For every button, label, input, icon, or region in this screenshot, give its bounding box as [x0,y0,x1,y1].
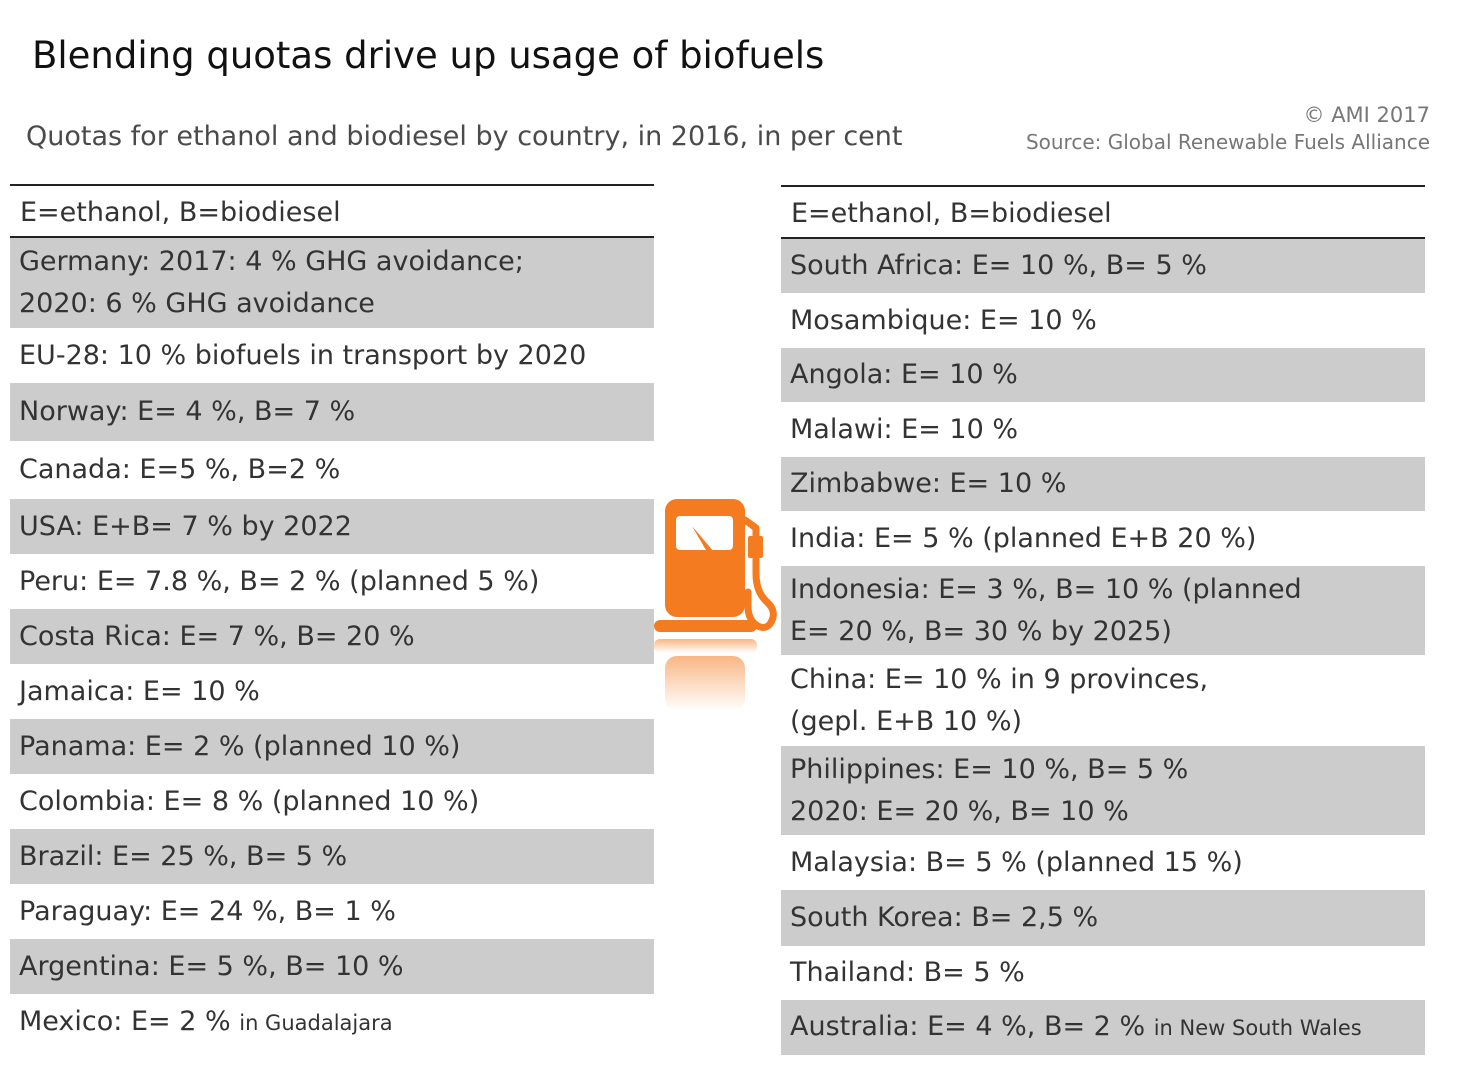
table-row: India: E= 5 % (planned E+B 20 %) [781,511,1425,566]
row-text: Angola: E= 10 % [790,359,1018,390]
credit-block: © AMI 2017 Source: Global Renewable Fuel… [1026,102,1430,156]
table-row: Peru: E= 7.8 %, B= 2 % (planned 5 %) [10,554,654,609]
row-text: China: E= 10 % in 9 provinces, [790,663,1209,695]
row-text: E= 20 %, B= 30 % by 2025) [790,615,1172,647]
row-main-text: Australia: E= 4 %, B= 2 % [790,1011,1146,1042]
table-row: Angola: E= 10 % [781,348,1425,402]
table-row: Mosambique: E= 10 % [781,293,1425,348]
table-row: Colombia: E= 8 % (planned 10 %) [10,774,654,829]
row-text: Argentina: E= 5 %, B= 10 % [19,950,404,982]
table-row: China: E= 10 % in 9 provinces, (gepl. E+B… [781,655,1425,746]
row-text: Germany: 2017: 4 % GHG avoidance; [19,246,524,277]
row-text: Jamaica: E= 10 % [19,675,260,707]
row-text: Zimbabwe: E= 10 % [790,468,1067,499]
table-row: Norway: E= 4 %, B= 7 % [10,383,654,441]
row-text: South Africa: E= 10 %, B= 5 % [790,250,1207,281]
left-rows: Germany: 2017: 4 % GHG avoidance; 2020: 6… [10,238,654,1051]
row-text: Costa Rica: E= 7 %, B= 20 % [19,620,415,652]
table-row: Jamaica: E= 10 % [10,664,654,719]
table-row: Indonesia: E= 3 %, B= 10 % (planned E= 20… [781,566,1425,655]
top-rule [10,184,654,186]
table-row: South Africa: E= 10 %, B= 5 % [781,239,1425,293]
row-text: Australia: E= 4 %, B= 2 % in New South W… [790,1006,1425,1049]
row-text: Malawi: E= 10 % [790,413,1019,445]
row-text: Colombia: E= 8 % (planned 10 %) [19,785,480,817]
table-row: Argentina: E= 5 %, B= 10 % [10,939,654,994]
right-quota-table: E=ethanol, B=biodiesel South Africa: E= … [781,185,1425,1055]
row-text: EU-28: 10 % biofuels in transport by 202… [19,339,587,371]
page-subtitle: Quotas for ethanol and biodiesel by coun… [26,121,903,152]
row-text: India: E= 5 % (planned E+B 20 %) [790,522,1257,554]
source-text: Source: Global Renewable Fuels Alliance [1025,130,1430,154]
row-text: Norway: E= 4 %, B= 7 % [19,396,356,427]
fuel-pump-icon [654,499,777,711]
copyright-text: © AMI 2017 [1303,103,1430,127]
row-text: Brazil: E= 25 %, B= 5 % [19,840,348,872]
table-row: Malawi: E= 10 % [781,402,1425,457]
row-note: in New South Wales [1153,1016,1362,1040]
legend-header: E=ethanol, B=biodiesel [781,187,1425,239]
table-row: Zimbabwe: E= 10 % [781,457,1425,511]
table-row: Australia: E= 4 %, B= 2 % in New South W… [781,1000,1425,1055]
row-text: Canada: E=5 %, B=2 % [19,454,341,485]
table-row: Mexico: E= 2 % in Guadalajara [10,994,654,1051]
row-text: Paraguay: E= 24 %, B= 1 % [19,895,396,927]
row-text: 2020: 6 % GHG avoidance [19,288,375,319]
row-text: Mosambique: E= 10 % [790,304,1097,336]
table-row: Malaysia: B= 5 % (planned 15 %) [781,835,1425,890]
table-row: EU-28: 10 % biofuels in transport by 202… [10,328,654,383]
left-quota-table: E=ethanol, B=biodiesel Germany: 2017: 4 … [10,184,654,1051]
top-rule [781,185,1425,187]
table-row: Canada: E=5 %, B=2 % [10,441,654,499]
table-row: Brazil: E= 25 %, B= 5 % [10,829,654,884]
row-text: (gepl. E+B 10 %) [790,705,1023,737]
row-text: South Korea: B= 2,5 % [790,902,1099,933]
row-text: 2020: E= 20 %, B= 10 % [790,795,1129,827]
table-row: Paraguay: E= 24 %, B= 1 % [10,884,654,939]
row-text: Thailand: B= 5 % [790,957,1025,988]
row-text: Panama: E= 2 % (planned 10 %) [19,730,461,762]
row-text: Mexico: E= 2 % in Guadalajara [19,1001,654,1044]
right-rows: South Africa: E= 10 %, B= 5 % Mosambique:… [781,239,1425,1055]
table-row: South Korea: B= 2,5 % [781,890,1425,946]
row-note: in Guadalajara [239,1011,393,1035]
row-text: Peru: E= 7.8 %, B= 2 % (planned 5 %) [19,565,540,597]
row-text: Indonesia: E= 3 %, B= 10 % (planned [790,573,1302,605]
table-row: Philippines: E= 10 %, B= 5 % 2020: E= 20 … [781,746,1425,835]
row-main-text: Mexico: E= 2 % [19,1006,231,1037]
row-text: USA: E+B= 7 % by 2022 [19,510,352,542]
table-row: Panama: E= 2 % (planned 10 %) [10,719,654,774]
legend-header: E=ethanol, B=biodiesel [10,186,654,238]
table-row: Thailand: B= 5 % [781,946,1425,1000]
page-title: Blending quotas drive up usage of biofue… [32,34,825,77]
table-row: Costa Rica: E= 7 %, B= 20 % [10,609,654,664]
table-row: USA: E+B= 7 % by 2022 [10,499,654,554]
table-row: Germany: 2017: 4 % GHG avoidance; 2020: 6… [10,238,654,328]
row-text: Philippines: E= 10 %, B= 5 % [790,753,1189,785]
row-text: Malaysia: B= 5 % (planned 15 %) [790,846,1243,878]
